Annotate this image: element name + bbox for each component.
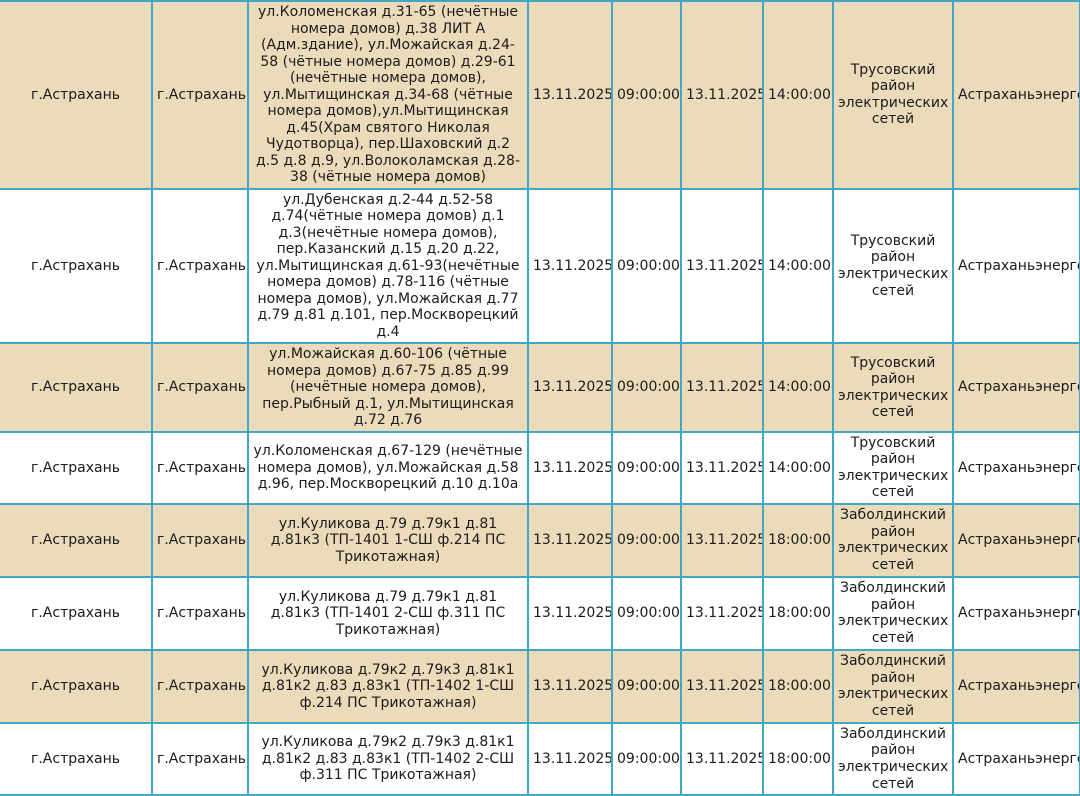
cell-addresses: ул.Коломенская д.31-65 (нечётные номера … — [247, 0, 529, 190]
table-row: г.Астрахань г.Астрахань ул.Коломенская д… — [0, 430, 1080, 505]
cell-power-company: Астраханьэнерго — [952, 187, 1080, 345]
cell-power-company: Астраханьэнерго — [952, 430, 1080, 505]
cell-start-time: 09:00:00 — [611, 187, 682, 345]
cell-end-time: 18:00:00 — [762, 575, 834, 651]
cell-addresses: ул.Куликова д.79к2 д.79к3 д.81к1 д.81к2 … — [247, 648, 529, 724]
cell-end-date: 13.11.2025 — [680, 648, 764, 724]
cell-start-time: 09:00:00 — [611, 575, 682, 651]
cell-end-time: 14:00:00 — [762, 430, 834, 505]
cell-end-time: 14:00:00 — [762, 187, 834, 345]
cell-end-date: 13.11.2025 — [680, 430, 764, 505]
cell-network-district: Трусовский район электрических сетей — [832, 342, 954, 433]
cell-addresses: ул.Дубенская д.2-44 д.52-58 д.74(чётные … — [247, 187, 529, 345]
cell-power-company: Астраханьэнерго — [952, 721, 1080, 796]
table-row: г.Астрахань г.Астрахань ул.Коломенская д… — [0, 0, 1080, 190]
cell-city: г.Астрахань — [151, 502, 249, 578]
cell-city: г.Астрахань — [151, 187, 249, 345]
cell-end-date: 13.11.2025 — [680, 187, 764, 345]
cell-start-date: 13.11.2025 — [527, 502, 613, 578]
cell-end-date: 13.11.2025 — [680, 0, 764, 190]
cell-network-district: Заболдинский район электрических сетей — [832, 575, 954, 651]
cell-addresses: ул.Можайская д.60-106 (чётные номера дом… — [247, 342, 529, 433]
cell-network-district: Заболдинский район электрических сетей — [832, 721, 954, 796]
cell-addresses: ул.Куликова д.79к2 д.79к3 д.81к1 д.81к2 … — [247, 721, 529, 796]
cell-city: г.Астрахань — [151, 342, 249, 433]
table-row: г.Астрахань г.Астрахань ул.Куликова д.79… — [0, 721, 1080, 796]
cell-region: г.Астрахань — [0, 575, 153, 651]
cell-network-district: Трусовский район электрических сетей — [832, 0, 954, 190]
cell-start-date: 13.11.2025 — [527, 187, 613, 345]
cell-start-date: 13.11.2025 — [527, 575, 613, 651]
cell-region: г.Астрахань — [0, 721, 153, 796]
table-row: г.Астрахань г.Астрахань ул.Куликова д.79… — [0, 648, 1080, 724]
cell-power-company: Астраханьэнерго — [952, 342, 1080, 433]
cell-power-company: Астраханьэнерго — [952, 0, 1080, 190]
cell-start-date: 13.11.2025 — [527, 721, 613, 796]
cell-city: г.Астрахань — [151, 430, 249, 505]
cell-region: г.Астрахань — [0, 648, 153, 724]
cell-end-time: 18:00:00 — [762, 502, 834, 578]
cell-end-date: 13.11.2025 — [680, 502, 764, 578]
cell-region: г.Астрахань — [0, 430, 153, 505]
cell-power-company: Астраханьэнерго — [952, 502, 1080, 578]
cell-city: г.Астрахань — [151, 648, 249, 724]
cell-start-date: 13.11.2025 — [527, 342, 613, 433]
cell-start-time: 09:00:00 — [611, 0, 682, 190]
cell-start-date: 13.11.2025 — [527, 430, 613, 505]
cell-end-time: 14:00:00 — [762, 0, 834, 190]
cell-end-time: 14:00:00 — [762, 342, 834, 433]
cell-start-date: 13.11.2025 — [527, 0, 613, 190]
cell-start-time: 09:00:00 — [611, 502, 682, 578]
cell-region: г.Астрахань — [0, 187, 153, 345]
cell-start-time: 09:00:00 — [611, 648, 682, 724]
cell-start-date: 13.11.2025 — [527, 648, 613, 724]
cell-end-time: 18:00:00 — [762, 648, 834, 724]
cell-network-district: Трусовский район электрических сетей — [832, 430, 954, 505]
cell-power-company: Астраханьэнерго — [952, 575, 1080, 651]
cell-addresses: ул.Коломенская д.67-129 (нечётные номера… — [247, 430, 529, 505]
cell-start-time: 09:00:00 — [611, 342, 682, 433]
cell-end-date: 13.11.2025 — [680, 342, 764, 433]
cell-power-company: Астраханьэнерго — [952, 648, 1080, 724]
table-row: г.Астрахань г.Астрахань ул.Куликова д.79… — [0, 502, 1080, 578]
cell-end-date: 13.11.2025 — [680, 575, 764, 651]
cell-region: г.Астрахань — [0, 0, 153, 190]
cell-city: г.Астрахань — [151, 575, 249, 651]
table-row: г.Астрахань г.Астрахань ул.Куликова д.79… — [0, 575, 1080, 651]
cell-network-district: Заболдинский район электрических сетей — [832, 502, 954, 578]
cell-addresses: ул.Куликова д.79 д.79к1 д.81 д.81к3 (ТП-… — [247, 502, 529, 578]
cell-end-date: 13.11.2025 — [680, 721, 764, 796]
cell-addresses: ул.Куликова д.79 д.79к1 д.81 д.81к3 (ТП-… — [247, 575, 529, 651]
cell-network-district: Заболдинский район электрических сетей — [832, 648, 954, 724]
cell-city: г.Астрахань — [151, 721, 249, 796]
cell-region: г.Астрахань — [0, 502, 153, 578]
table-row: г.Астрахань г.Астрахань ул.Можайская д.6… — [0, 342, 1080, 433]
cell-network-district: Трусовский район электрических сетей — [832, 187, 954, 345]
cell-end-time: 18:00:00 — [762, 721, 834, 796]
cell-city: г.Астрахань — [151, 0, 249, 190]
cell-start-time: 09:00:00 — [611, 430, 682, 505]
cell-region: г.Астрахань — [0, 342, 153, 433]
table-row: г.Астрахань г.Астрахань ул.Дубенская д.2… — [0, 187, 1080, 345]
cell-start-time: 09:00:00 — [611, 721, 682, 796]
